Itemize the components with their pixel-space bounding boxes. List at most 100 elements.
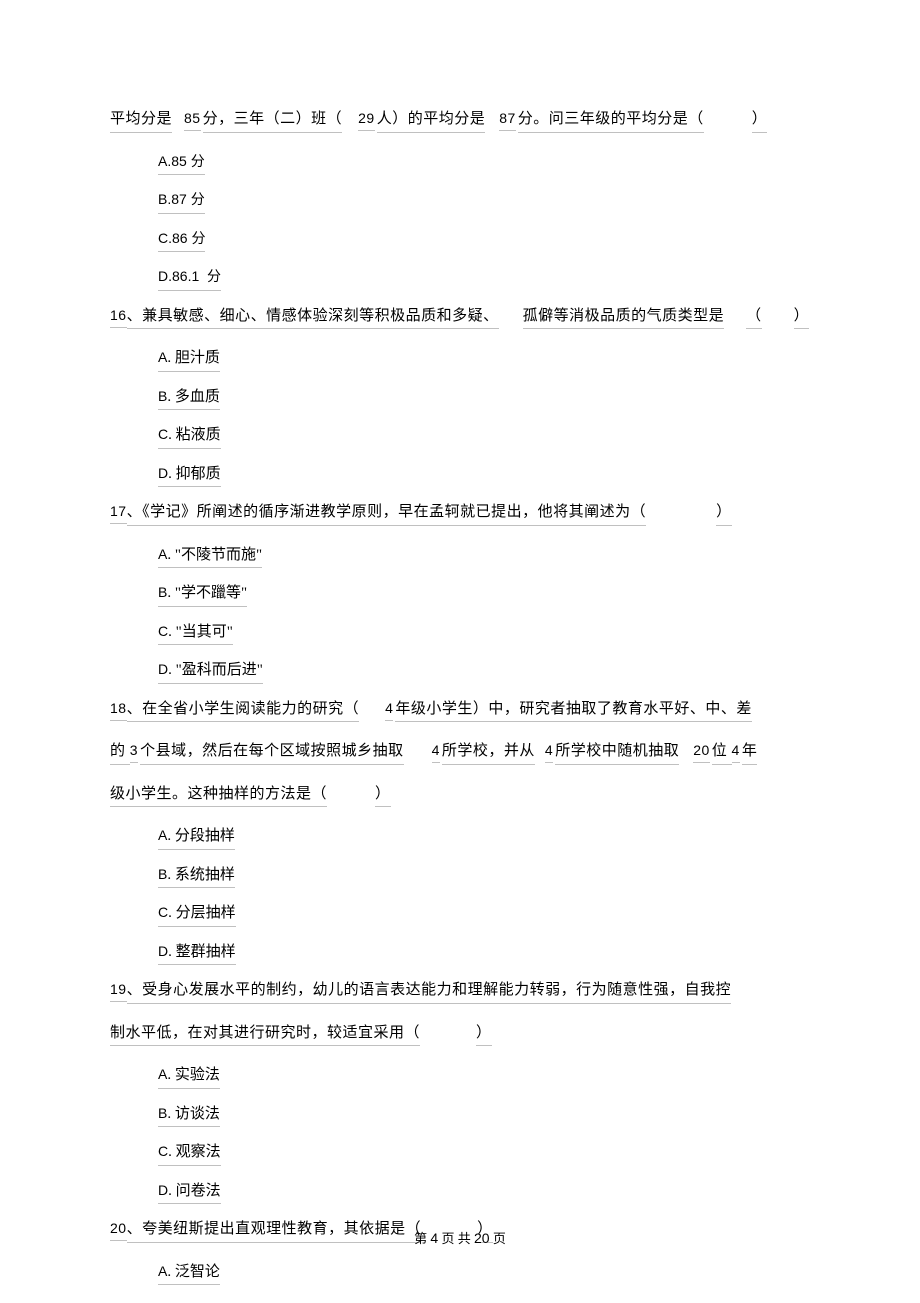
option-text: A. "不陵节而施" [158,544,262,569]
option-text: D.86.1 分 [158,266,221,291]
text-segment: 3 [130,740,138,763]
footer-mid: 页 共 [438,1231,474,1246]
option-text: C. "当其可" [158,621,233,646]
text-segment: 位 [712,740,732,765]
option-text: A. 实验法 [158,1064,220,1089]
text-segment: 85 [184,108,201,131]
text-segment: 、在全省小学生阅读能力的研究（ [127,698,360,723]
option-letter: C [158,230,168,246]
option-letter: A [158,153,167,169]
option-letter: D [158,268,168,284]
q18-options: A. 分段抽样 B. 系统抽样 C. 分层抽样 D. 整群抽样 [110,825,810,965]
option-row: B.87 分 [110,189,810,214]
option-text: C. 分层抽样 [158,902,236,927]
q16-stem: 16、兼具敏感、细心、情感体验深刻等积极品质和多疑、孤僻等消极品质的气质类型是（… [110,305,810,330]
option-text: C. 观察法 [158,1141,221,1166]
q17-options: A. "不陵节而施" B. "学不躐等" C. "当其可" D. "盈科而后进" [110,544,810,684]
option-row: A. "不陵节而施" [110,544,810,569]
text-segment: 年 [742,740,758,765]
text-segment: 29 [358,108,375,131]
option-row: B. 访谈法 [110,1103,810,1128]
option-text: A. 胆汁质 [158,347,220,372]
q15-options: A.85 分 B.87 分 C.86 分 D.86.1 分 [110,151,810,291]
footer-post: 页 [490,1231,506,1246]
text-segment: 16 [110,305,127,328]
option-row: C. 粘液质 [110,424,810,449]
text-segment: 所学校中随机抽取 [555,740,679,765]
option-text: B.87 分 [158,189,205,214]
text-segment: ） [716,501,732,526]
option-letter: B [158,866,167,882]
text-segment: ） [794,305,810,330]
text-segment: 级小学生。这种抽样的方法是（ [110,783,327,808]
option-row: D.86.1 分 [110,266,810,291]
text-segment: 孤僻等消极品质的气质类型是 [523,305,725,330]
option-row: A. 泛智论 [110,1261,810,1286]
text-segment: 87 [499,108,516,131]
footer-total-pages: 20 [474,1230,490,1246]
text-segment: 19 [110,979,127,1002]
q16-options: A. 胆汁质B. 多血质C. 粘液质D. 抑郁质 [110,347,810,487]
text-segment: 18 [110,698,127,721]
option-letter: D [158,661,168,677]
text-segment: 制水平低，在对其进行研究时，较适宜采用（ [110,1022,420,1047]
option-row: D. 整群抽样 [110,941,810,966]
option-text: D. 抑郁质 [158,463,221,488]
text-segment: 年级小学生）中，研究者抽取了教育水平好、中、差 [395,698,752,723]
text-segment: 所学校，并从 [442,740,535,765]
option-text: B. 系统抽样 [158,864,235,889]
option-row: A. 实验法 [110,1064,810,1089]
q17-stem: 17、《学记》所阐述的循序渐进教学原则，早在孟轲就已提出，他将其阐述为（） [110,501,810,526]
text-segment: ） [476,1022,492,1047]
option-row: A. 分段抽样 [110,825,810,850]
option-letter: C [158,1143,168,1159]
text-segment: ） [375,783,391,808]
text-segment: 4 [545,740,553,763]
text-segment: 分。问三年级的平均分是（ [518,108,704,133]
option-letter: B [158,388,167,404]
option-text: D. 问卷法 [158,1180,221,1205]
option-letter: B [158,584,167,600]
option-row: D. 问卷法 [110,1180,810,1205]
page-footer: 第 4 页 共 20 页 [0,1228,920,1247]
option-letter: D [158,943,168,959]
option-row: B. 系统抽样 [110,864,810,889]
option-row: A. 胆汁质 [110,347,810,372]
option-row: B. "学不躐等" [110,582,810,607]
option-text: B. "学不躐等" [158,582,247,607]
document-page: 平均分是85分，三年（二）班（29人）的平均分是87分。问三年级的平均分是（） … [0,0,920,1285]
q19-stem-line2: 制水平低，在对其进行研究时，较适宜采用（ ） [110,1022,810,1047]
option-text: C.86 分 [158,228,205,253]
option-letter: A [158,1066,167,1082]
q18-stem-line3: 级小学生。这种抽样的方法是（ ） [110,783,810,808]
q18-stem-line1: 18、在全省小学生阅读能力的研究（4年级小学生）中，研究者抽取了教育水平好、中、… [110,698,810,723]
option-letter: C [158,904,168,920]
option-text: B. 访谈法 [158,1103,220,1128]
text-segment: 4 [732,740,740,763]
q15-continuation: 平均分是85分，三年（二）班（29人）的平均分是87分。问三年级的平均分是（） [110,108,810,133]
q18-stem-line2: 的 3个县域，然后在每个区域按照城乡抽取4所学校，并从4所学校中随机抽取20位 … [110,740,810,765]
text-segment: 平均分是 [110,108,172,133]
option-letter: C [158,623,168,639]
option-letter: D [158,1182,168,1198]
option-row: D. 抑郁质 [110,463,810,488]
option-letter: A [158,827,167,843]
text-segment: 20 [693,740,710,763]
option-row: A.85 分 [110,151,810,176]
text-segment: 17 [110,501,127,524]
option-text: A. 泛智论 [158,1261,220,1286]
option-letter: A [158,349,167,365]
option-row: C. "当其可" [110,621,810,646]
option-text: D. "盈科而后进" [158,659,263,684]
q19-stem-line1: 19、受身心发展水平的制约，幼儿的语言表达能力和理解能力转弱，行为随意性强，自我… [110,979,810,1004]
text-segment: 、受身心发展水平的制约，幼儿的语言表达能力和理解能力转弱，行为随意性强，自我控 [127,979,732,1004]
option-text: A.85 分 [158,151,205,176]
option-letter: D [158,465,168,481]
option-letter: B [158,1105,167,1121]
option-text: D. 整群抽样 [158,941,236,966]
text-segment: 、兼具敏感、细心、情感体验深刻等积极品质和多疑、 [127,305,499,330]
option-letter: B [158,191,167,207]
text-segment: 4 [432,740,440,763]
option-letter: A [158,1263,167,1279]
option-row: C. 观察法 [110,1141,810,1166]
